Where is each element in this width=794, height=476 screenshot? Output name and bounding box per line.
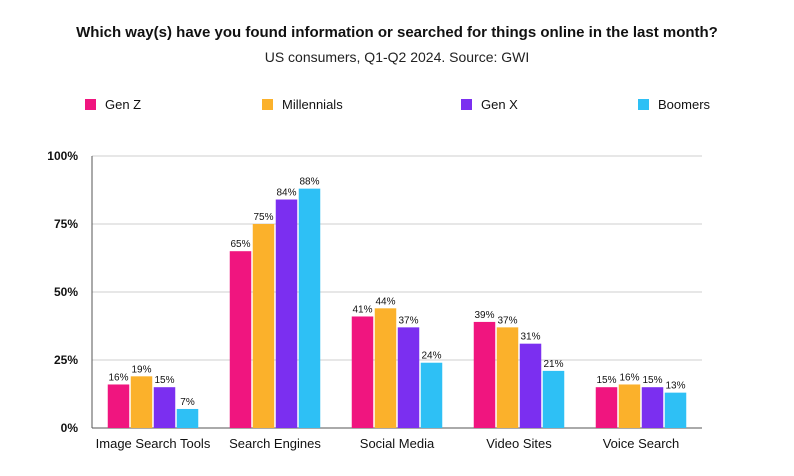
bar-social-media-millennials [374, 308, 397, 428]
bar-video-sites-gen-x [519, 343, 542, 428]
bar-voice-search-gen-z [595, 387, 618, 428]
data-label-voice-search-gen-x: 15% [642, 375, 662, 386]
bar-video-sites-gen-z [473, 321, 496, 428]
bar-search-engines-gen-z [229, 251, 252, 428]
bar-search-engines-boomers [298, 188, 321, 428]
bar-voice-search-millennials [618, 384, 641, 428]
legend-swatch-gen-z [85, 98, 96, 110]
x-tick-label-video-sites: Video Sites [486, 436, 552, 451]
x-tick-label-voice-search: Voice Search [603, 436, 680, 451]
data-label-video-sites-gen-x: 31% [520, 332, 540, 343]
data-label-image-search-tools-boomers: 7% [180, 397, 195, 408]
bar-social-media-gen-z [351, 316, 374, 428]
bar-image-search-tools-millennials [130, 376, 153, 428]
x-tick-label-social-media: Social Media [360, 436, 435, 451]
data-label-image-search-tools-gen-x: 15% [154, 375, 174, 386]
legend-label-boomers: Boomers [658, 96, 711, 112]
data-label-voice-search-boomers: 13% [665, 381, 685, 392]
data-label-search-engines-gen-x: 84% [276, 188, 296, 199]
x-tick-label-image-search-tools: Image Search Tools [96, 436, 211, 451]
bar-voice-search-boomers [664, 392, 687, 428]
legend-swatch-boomers [638, 98, 649, 110]
y-tick-label-75: 75% [54, 217, 78, 231]
data-label-voice-search-millennials: 16% [619, 372, 639, 383]
legend-item-millennials: Millennials [262, 96, 343, 112]
bar-search-engines-gen-x [275, 199, 298, 428]
data-label-video-sites-millennials: 37% [497, 315, 517, 326]
legend-swatch-millennials [262, 98, 273, 110]
legend-item-gen-x: Gen X [461, 96, 518, 112]
legend-swatch-gen-x [461, 98, 472, 110]
bar-search-engines-millennials [252, 224, 275, 428]
bar-social-media-gen-x [397, 327, 420, 428]
legend-label-gen-x: Gen X [481, 96, 518, 112]
data-label-social-media-gen-z: 41% [352, 304, 372, 315]
y-tick-label-50: 50% [54, 285, 78, 299]
chart-title: Which way(s) have you found information … [76, 24, 718, 41]
legend-item-boomers: Boomers [638, 96, 710, 112]
data-label-video-sites-boomers: 21% [543, 359, 563, 370]
bar-social-media-boomers [420, 362, 443, 428]
bar-image-search-tools-boomers [176, 408, 199, 428]
data-label-image-search-tools-millennials: 19% [131, 364, 151, 375]
y-tick-label-25: 25% [54, 353, 78, 367]
data-label-search-engines-boomers: 88% [299, 177, 319, 188]
data-label-image-search-tools-gen-z: 16% [108, 372, 128, 383]
bar-video-sites-boomers [542, 370, 565, 428]
data-label-search-engines-gen-z: 65% [230, 239, 250, 250]
bar-voice-search-gen-x [641, 387, 664, 428]
data-label-voice-search-gen-z: 15% [596, 375, 616, 386]
data-label-social-media-millennials: 44% [375, 296, 395, 307]
legend-item-gen-z: Gen Z [85, 96, 141, 112]
bar-video-sites-millennials [496, 327, 519, 428]
legend-label-gen-z: Gen Z [105, 96, 142, 112]
data-label-video-sites-gen-z: 39% [474, 310, 494, 321]
data-label-social-media-gen-x: 37% [398, 315, 418, 326]
data-label-search-engines-millennials: 75% [253, 212, 273, 223]
bar-image-search-tools-gen-x [153, 387, 176, 428]
data-label-social-media-boomers: 24% [421, 351, 441, 362]
x-tick-label-search-engines: Search Engines [229, 436, 321, 451]
y-tick-label-100: 100% [47, 149, 78, 163]
y-tick-label-0: 0% [61, 421, 79, 435]
bar-image-search-tools-gen-z [107, 384, 130, 428]
legend-label-millennials: Millennials [282, 96, 343, 112]
chart-subtitle: US consumers, Q1-Q2 2024. Source: GWI [264, 49, 530, 65]
